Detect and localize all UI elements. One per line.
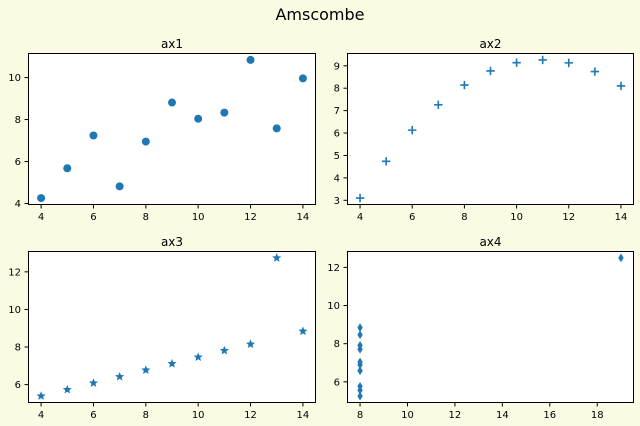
data-point-star xyxy=(298,326,308,336)
x-tick-label: 12 xyxy=(244,212,257,223)
y-tick-label: 8 xyxy=(15,115,21,126)
subplot-title-ax4: ax4 xyxy=(479,235,502,249)
data-point-plus xyxy=(590,67,600,76)
x-tick-label: 18 xyxy=(591,410,604,421)
data-point-circle xyxy=(89,131,98,140)
axes-box-ax4 xyxy=(347,251,634,403)
y-tick-label: 6 xyxy=(334,129,340,140)
data-point-circle xyxy=(246,55,255,64)
x-tick-label: 6 xyxy=(90,212,96,223)
x-tick-label: 10 xyxy=(401,410,414,421)
axes-box-ax1 xyxy=(28,53,316,205)
data-point-star xyxy=(115,371,125,381)
y-tick-label: 10 xyxy=(327,301,340,312)
x-tick-label: 16 xyxy=(543,410,556,421)
y-tick-label: 4 xyxy=(334,173,340,184)
subplot-ax4: 8 10 12 14 16 18 6 8 10 12 xyxy=(327,251,634,421)
y-tick-label: 7 xyxy=(334,106,340,117)
data-point-plus xyxy=(355,193,365,203)
data-point-thin-diamond xyxy=(357,323,363,333)
x-tick-label: 6 xyxy=(409,212,415,223)
data-point-star xyxy=(272,253,282,262)
data-point-circle xyxy=(168,98,176,107)
subplot-title-ax1: ax1 xyxy=(160,37,184,51)
data-point-plus xyxy=(538,55,547,65)
data-point-plus xyxy=(564,58,573,68)
data-point-circle xyxy=(220,108,229,117)
y-tick-label: 10 xyxy=(8,305,21,316)
data-point-star xyxy=(245,339,256,349)
x-tick-label: 14 xyxy=(297,410,310,421)
subplot-title-ax3: ax3 xyxy=(160,235,184,249)
x-tick-label: 4 xyxy=(38,212,44,223)
subplot-title-ax2: ax2 xyxy=(479,37,502,51)
y-tick-label: 5 xyxy=(334,151,340,162)
data-point-thin-diamond xyxy=(357,341,363,350)
y-tick-label: 6 xyxy=(15,380,21,391)
data-point-circle xyxy=(63,164,72,173)
data-point-plus xyxy=(434,100,443,109)
x-tick-label: 10 xyxy=(510,212,523,223)
data-point-star xyxy=(193,352,203,362)
axes-box-ax3 xyxy=(28,251,316,403)
data-point-circle xyxy=(272,124,281,133)
x-tick-label: 12 xyxy=(244,410,257,421)
data-point-thin-diamond xyxy=(357,366,363,376)
data-point-star xyxy=(62,384,72,394)
x-tick-label: 8 xyxy=(461,212,467,223)
axes-box-ax2 xyxy=(347,53,634,205)
y-tick-label: 8 xyxy=(334,339,340,350)
subplot-ax2: 4 6 8 10 12 14 3 4 5 6 7 8 9 xyxy=(334,53,634,223)
x-tick-label: 4 xyxy=(38,410,44,421)
data-point-plus xyxy=(486,66,495,76)
x-tick-label: 8 xyxy=(357,410,363,421)
data-point-plus xyxy=(381,157,391,166)
y-tick-label: 8 xyxy=(334,84,340,95)
y-tick-label: 6 xyxy=(334,377,340,388)
data-point-thin-diamond xyxy=(618,253,624,263)
data-point-plus xyxy=(408,125,417,135)
x-tick-label: 10 xyxy=(192,410,205,421)
data-point-thin-diamond xyxy=(357,360,363,370)
y-tick-label: 10 xyxy=(8,73,21,84)
data-point-star xyxy=(167,358,177,368)
x-tick-label: 14 xyxy=(496,410,509,421)
data-point-circle xyxy=(141,137,150,146)
x-tick-label: 4 xyxy=(357,212,363,223)
x-tick-label: 12 xyxy=(562,212,575,223)
data-point-star xyxy=(36,391,46,400)
x-tick-label: 14 xyxy=(615,212,628,223)
data-point-circle xyxy=(298,74,307,83)
x-tick-label: 8 xyxy=(143,212,149,223)
x-tick-label: 10 xyxy=(192,212,205,223)
y-tick-label: 9 xyxy=(334,61,340,72)
data-point-star xyxy=(219,345,229,355)
data-point-circle xyxy=(37,194,46,203)
y-tick-label: 4 xyxy=(15,199,21,210)
data-point-plus xyxy=(512,58,521,67)
x-tick-label: 8 xyxy=(143,410,149,421)
x-tick-label: 14 xyxy=(297,212,310,223)
data-point-star xyxy=(141,365,151,374)
y-tick-label: 8 xyxy=(15,343,21,354)
x-tick-label: 6 xyxy=(90,410,96,421)
data-point-circle xyxy=(194,114,203,123)
y-tick-label: 12 xyxy=(327,263,340,274)
data-point-thin-diamond xyxy=(357,391,363,401)
data-point-circle xyxy=(115,182,124,191)
y-tick-label: 6 xyxy=(15,157,21,168)
x-tick-label: 12 xyxy=(449,410,462,421)
figure-suptitle: Amscombe xyxy=(275,5,365,24)
data-point-plus xyxy=(460,80,469,90)
y-tick-label: 12 xyxy=(8,267,21,278)
data-point-thin-diamond xyxy=(357,385,363,395)
data-point-plus xyxy=(616,81,626,91)
subplot-ax1: 4 6 8 10 12 14 4 6 8 10 xyxy=(8,53,316,223)
data-point-thin-diamond xyxy=(357,330,363,340)
data-point-star xyxy=(88,378,99,387)
subplot-ax3: 4 6 8 10 12 14 6 8 10 12 xyxy=(8,251,316,421)
y-tick-label: 3 xyxy=(334,196,340,207)
